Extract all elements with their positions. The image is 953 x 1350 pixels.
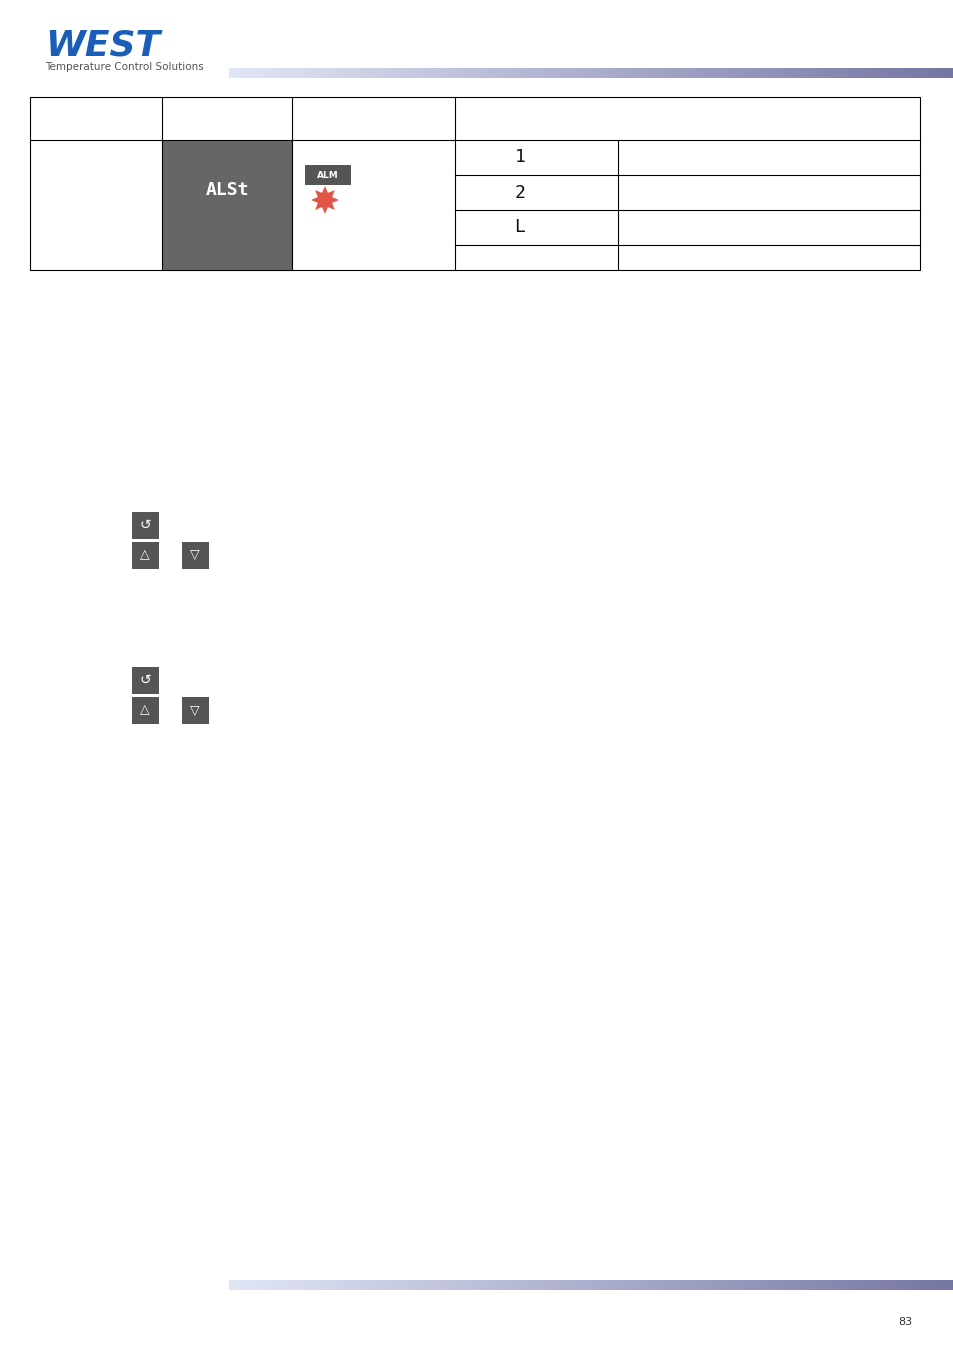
- Text: ALM: ALM: [316, 170, 338, 180]
- Text: ▽: ▽: [190, 548, 199, 562]
- Text: ↺: ↺: [139, 674, 151, 687]
- Bar: [181, 541, 209, 568]
- Text: △: △: [140, 548, 150, 562]
- Text: 1: 1: [514, 148, 525, 166]
- Text: ALSt: ALSt: [205, 181, 249, 198]
- Bar: [132, 667, 158, 694]
- Text: 2: 2: [514, 184, 525, 201]
- Bar: [305, 165, 351, 185]
- Text: ↺: ↺: [139, 518, 151, 532]
- Polygon shape: [311, 186, 338, 215]
- Text: ▽: ▽: [190, 703, 199, 717]
- Bar: [181, 697, 209, 724]
- Text: L: L: [514, 219, 525, 236]
- Bar: [132, 541, 158, 568]
- Bar: [132, 512, 158, 539]
- Text: 83: 83: [897, 1318, 911, 1327]
- Text: Temperature Control Solutions: Temperature Control Solutions: [45, 62, 204, 72]
- Bar: [30, 97, 919, 270]
- Text: WEST: WEST: [45, 28, 160, 62]
- Bar: [162, 140, 292, 270]
- Bar: [132, 697, 158, 724]
- Text: △: △: [140, 703, 150, 717]
